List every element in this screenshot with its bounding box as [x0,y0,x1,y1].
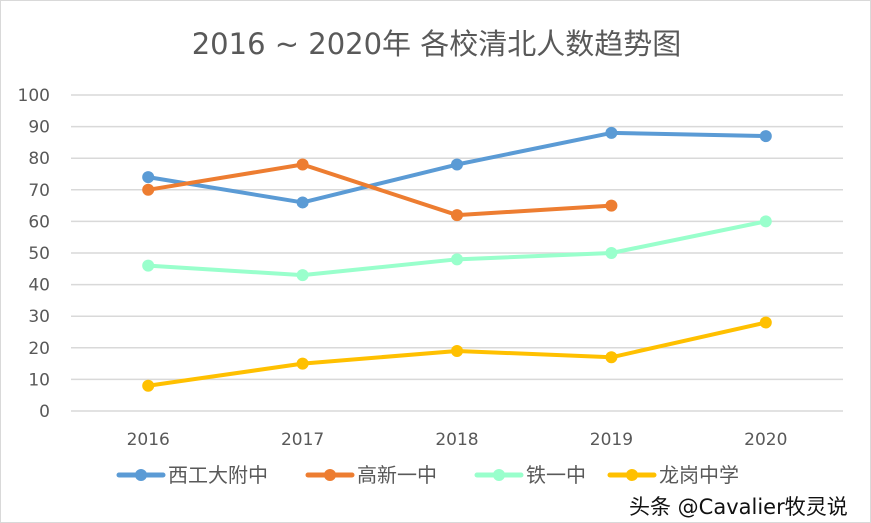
x-tick-label: 2016 [127,430,170,450]
data-point [296,269,309,282]
data-point [759,130,772,143]
legend-label: 西工大附中 [168,463,268,487]
watermark: 头条 @Cavalier牧灵说 [629,495,848,519]
data-point [451,209,463,222]
data-point [451,253,463,266]
series-line [147,162,612,218]
y-tick-label: 90 [28,118,50,138]
x-tick-label: 2018 [435,430,478,450]
data-point [142,183,155,196]
x-tick-label: 2019 [590,430,633,450]
y-tick-label: 50 [28,244,50,264]
data-point [296,196,309,209]
data-point [759,215,772,228]
data-point [759,316,772,329]
data-point [296,158,309,171]
y-tick-label: 40 [28,276,50,296]
data-point [451,344,463,357]
y-tick-label: 100 [18,86,50,106]
data-point [605,126,618,139]
legend-marker [493,469,505,481]
y-tick-label: 10 [28,370,50,390]
legend-marker [324,469,336,481]
data-point [605,351,618,364]
y-tick-label: 30 [28,307,50,327]
series-line [148,219,767,278]
data-point [142,379,155,392]
x-tick-label: 2017 [281,430,324,450]
y-tick-label: 20 [28,339,50,359]
y-tick-label: 70 [28,181,50,201]
y-tick-label: 60 [28,212,50,232]
data-point [605,199,618,212]
legend-label: 铁一中 [526,463,586,487]
legend-marker [135,469,147,481]
data-point [605,247,618,259]
data-point [142,259,155,272]
x-tick-label: 2020 [744,430,787,450]
legend-label: 高新一中 [357,463,437,487]
chart-title: 2016 ~ 2020年 各校清北人数趋势图 [191,27,682,61]
legend-marker [626,469,638,481]
data-point [296,357,309,370]
y-tick-label: 0 [39,402,50,422]
data-point [451,158,463,171]
data-point [142,171,155,184]
y-tick-label: 80 [28,149,50,169]
legend-label: 龙岗中学 [659,463,739,487]
